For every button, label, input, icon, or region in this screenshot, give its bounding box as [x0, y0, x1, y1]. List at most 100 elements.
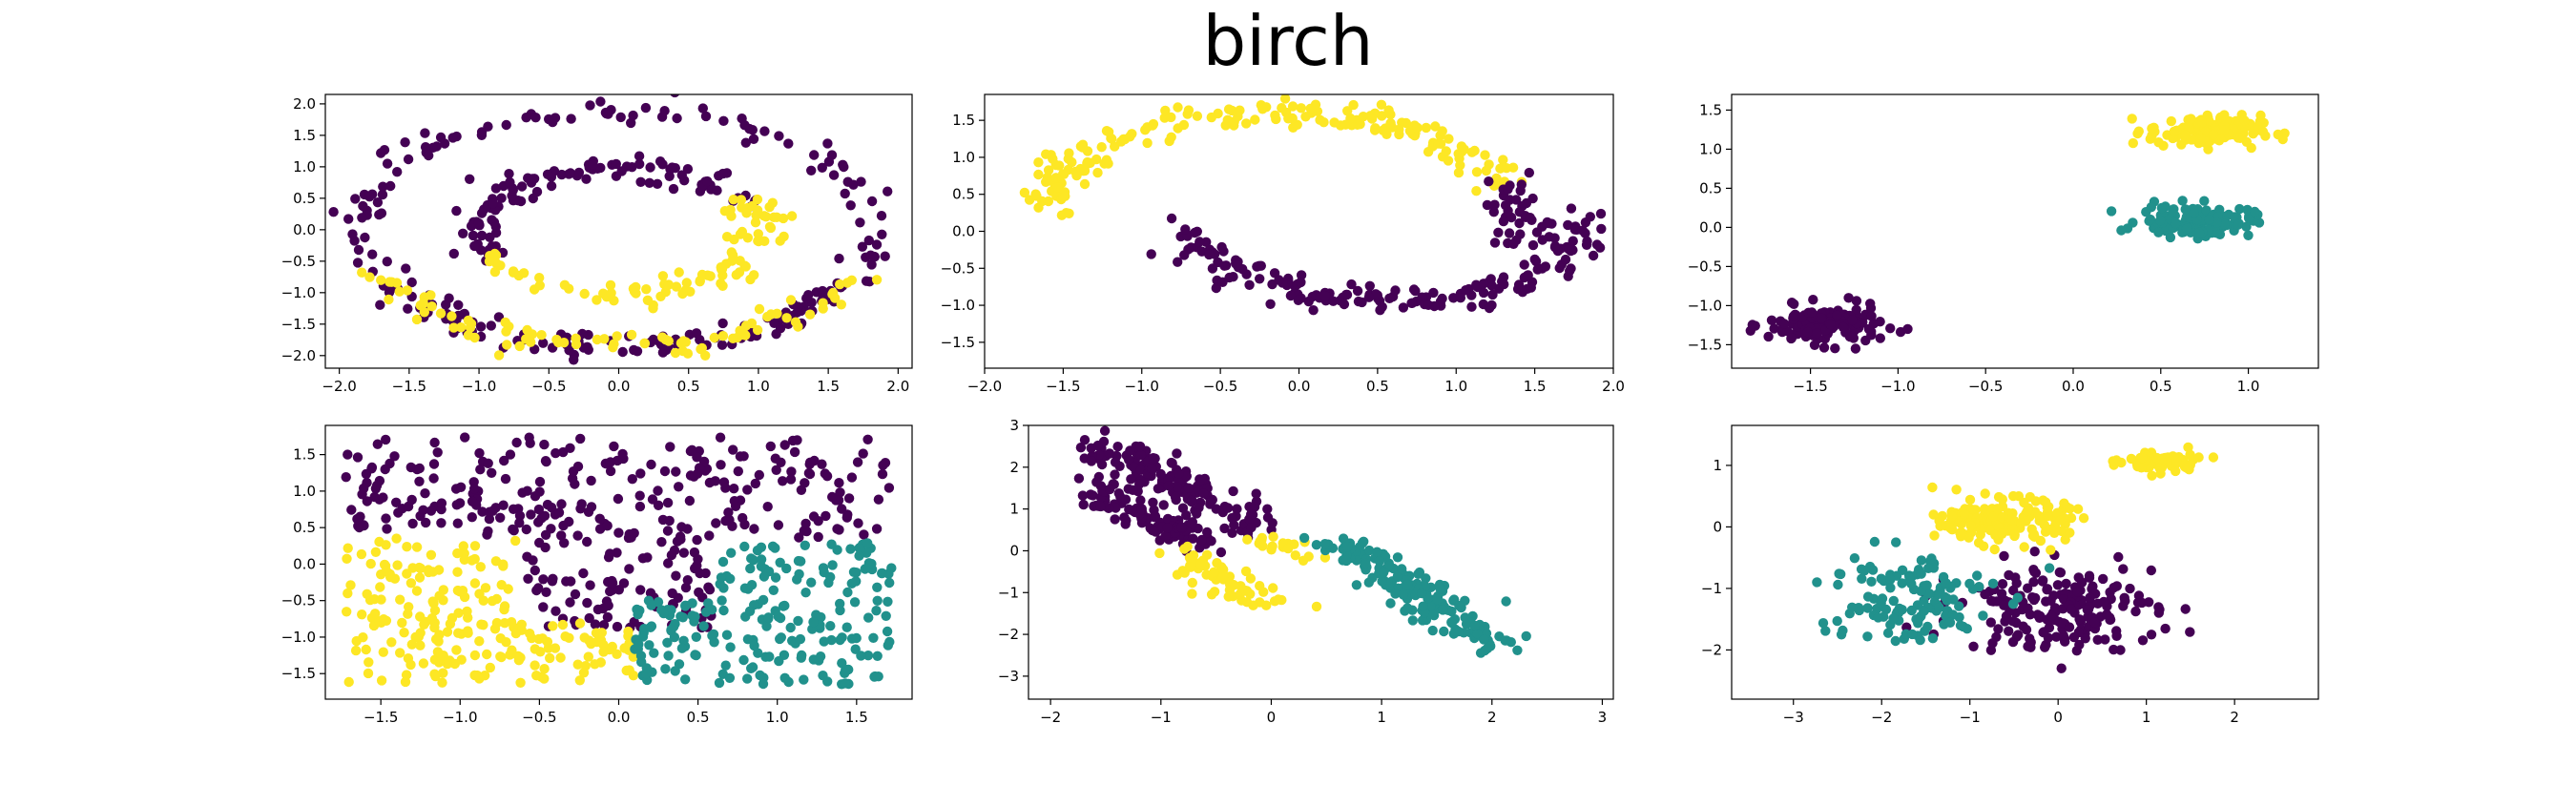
data-point — [2199, 196, 2210, 206]
x-tick-label: 0.5 — [1366, 378, 1389, 395]
data-point — [503, 584, 513, 594]
data-point — [795, 633, 806, 645]
data-point — [2056, 663, 2067, 673]
data-point — [818, 671, 828, 681]
data-point — [670, 347, 681, 359]
data-point — [1319, 552, 1331, 563]
data-point — [1058, 169, 1070, 179]
data-point — [1397, 564, 1407, 574]
y-tick-label: 0.5 — [293, 519, 316, 536]
data-point — [2072, 587, 2083, 597]
data-point — [612, 331, 622, 341]
data-point — [623, 630, 634, 642]
y-tick-label: 2 — [1009, 459, 1019, 476]
data-point — [2171, 217, 2181, 229]
data-point — [528, 193, 538, 204]
data-point — [736, 195, 747, 205]
data-point — [742, 673, 753, 684]
data-point — [343, 214, 354, 224]
data-point — [343, 676, 354, 688]
data-point — [582, 597, 592, 609]
data-point — [568, 466, 579, 477]
data-point — [1402, 579, 1413, 590]
data-point — [674, 267, 684, 278]
data-point — [1471, 279, 1482, 290]
data-point — [2041, 596, 2051, 607]
data-point — [364, 657, 374, 668]
data-point — [1964, 494, 1976, 506]
data-point — [726, 247, 737, 258]
data-point — [487, 241, 497, 252]
data-point — [533, 517, 544, 527]
data-point — [2141, 207, 2151, 217]
x-tick-label: 0 — [1267, 709, 1277, 726]
data-point — [635, 468, 646, 479]
data-point — [1170, 491, 1181, 503]
data-point — [451, 205, 462, 217]
data-point — [530, 113, 541, 123]
data-point — [729, 484, 739, 494]
data-point — [1951, 485, 1962, 495]
data-point — [480, 583, 491, 593]
data-point — [1859, 566, 1870, 576]
data-point — [402, 542, 412, 552]
data-point — [671, 466, 681, 477]
data-point — [602, 611, 613, 623]
data-point — [1431, 594, 1443, 605]
data-point — [533, 504, 545, 515]
data-point — [740, 261, 751, 272]
data-point — [1487, 289, 1498, 300]
data-point — [521, 524, 531, 535]
data-point — [384, 277, 395, 287]
data-point — [738, 654, 749, 666]
data-point — [2100, 634, 2110, 645]
data-point — [2208, 129, 2219, 140]
data-point — [1902, 323, 1913, 335]
data-point — [2102, 609, 2112, 620]
data-point — [599, 334, 610, 344]
data-point — [634, 501, 646, 512]
data-point — [2165, 232, 2176, 243]
data-point — [2146, 565, 2156, 576]
data-point — [1915, 634, 1925, 646]
data-point — [1525, 213, 1536, 223]
data-point — [551, 606, 561, 616]
x-tick-label: 0.0 — [2062, 378, 2085, 395]
data-point — [466, 220, 477, 232]
data-point — [1816, 313, 1827, 323]
data-point — [1219, 260, 1230, 271]
data-point — [1205, 498, 1215, 508]
x-tick-label: −2 — [1040, 709, 1061, 726]
data-point — [2038, 575, 2048, 586]
data-point — [2111, 630, 2122, 641]
data-point — [521, 334, 531, 344]
data-point — [358, 200, 368, 212]
data-point — [842, 587, 853, 598]
data-point — [785, 474, 797, 485]
data-point — [719, 206, 730, 217]
data-point — [565, 443, 575, 453]
data-point — [578, 668, 590, 678]
data-point — [1150, 511, 1161, 523]
data-point — [1818, 618, 1829, 629]
data-point — [1779, 319, 1790, 329]
data-point — [2241, 221, 2252, 232]
data-point — [2052, 580, 2064, 590]
data-point — [352, 513, 363, 525]
data-point — [1430, 121, 1441, 132]
data-point — [2136, 463, 2147, 473]
data-point — [2007, 616, 2018, 627]
data-point — [1162, 523, 1174, 533]
data-point — [1537, 235, 1548, 245]
data-point — [598, 620, 610, 630]
data-point — [823, 156, 835, 167]
data-point — [579, 288, 590, 300]
data-point — [381, 513, 391, 524]
data-point — [866, 196, 878, 207]
data-point — [452, 567, 463, 577]
data-point — [676, 170, 687, 180]
data-point — [2044, 563, 2055, 573]
data-point — [863, 235, 874, 246]
data-point — [585, 100, 595, 111]
data-point — [2071, 646, 2082, 656]
